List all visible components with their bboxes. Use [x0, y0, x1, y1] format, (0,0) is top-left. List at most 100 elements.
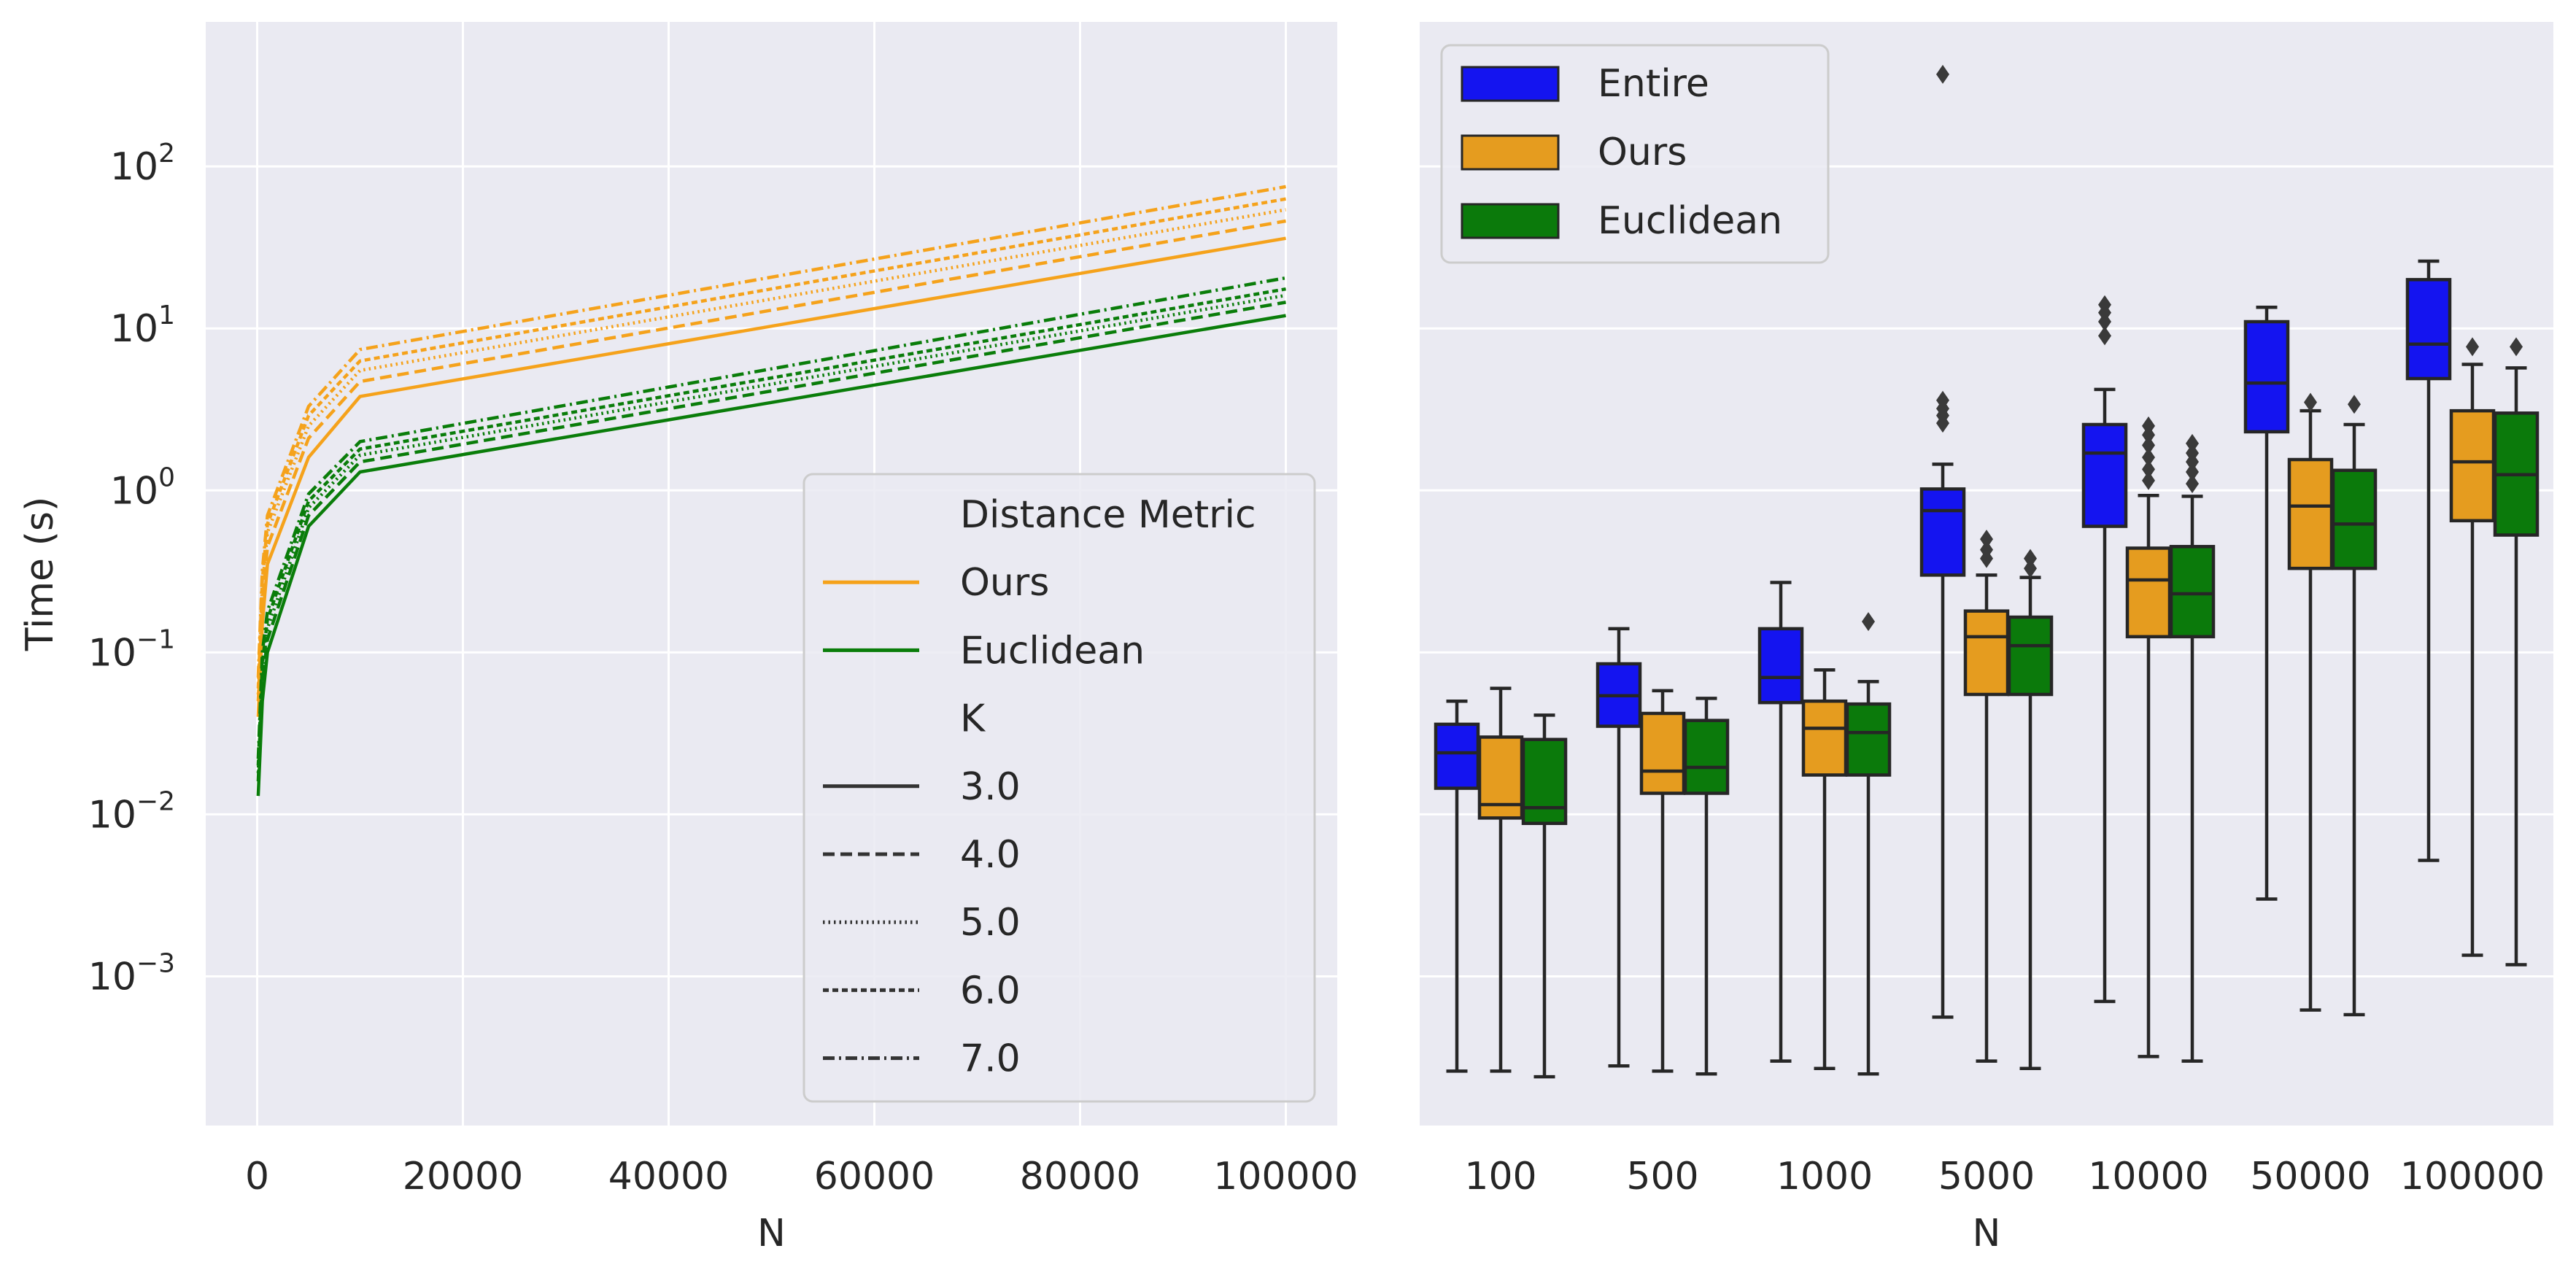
box-euclidean: [2169, 433, 2216, 1063]
box-euclidean: [2007, 549, 2054, 1071]
box-body: [2169, 545, 2216, 639]
line-chart-panel: 0 20000 40000 60000 80000 100000 10−3 10−2 10−1 1…: [18, 22, 1358, 1255]
legend-label: Euclidean: [960, 629, 1145, 673]
box-body: [1683, 719, 1730, 795]
x-axis-label: N: [1973, 1212, 2001, 1255]
x-tick-label: 100000: [2400, 1155, 2545, 1198]
outlier-marker: [1980, 540, 1993, 559]
box-euclidean: [1845, 612, 1892, 1076]
outlier-marker: [1936, 64, 1949, 84]
series-line: [256, 276, 1286, 759]
box-ours: [1963, 530, 2010, 1063]
outlier-marker: [2510, 337, 2523, 357]
y-tick-label: 100: [110, 462, 175, 513]
box-entire: [1596, 627, 1642, 1068]
y-tick-label: 10−1: [88, 624, 175, 675]
box-body: [2081, 422, 2128, 528]
outlier-marker: [2186, 444, 2199, 463]
outlier-marker: [1936, 390, 1949, 410]
y-axis-label: Time (s): [18, 497, 62, 651]
box-body: [1521, 737, 1568, 826]
legend-label: 3.0: [960, 765, 1021, 809]
series-line: [256, 197, 1286, 689]
box-euclidean: [2493, 337, 2540, 967]
x-tick-label: 40000: [608, 1155, 729, 1198]
outlier-marker: [2142, 470, 2155, 490]
box-euclidean: [2331, 395, 2378, 1017]
legend-frame: [802, 473, 1316, 1103]
box-ours: [1639, 689, 1686, 1073]
outlier-marker: [2348, 395, 2361, 414]
legend-label: 6.0: [960, 969, 1021, 1012]
legend: Distance Metric Ours Euclidean K 3.0 4.0 5.0 6.…: [802, 473, 1316, 1103]
box-plot-panel: 100 500 1000 5000 10000 50000 100000 N Entire Our…: [1420, 22, 2553, 1255]
outlier-marker: [1862, 612, 1875, 632]
legend-label: Ours: [960, 561, 1049, 605]
outlier-marker: [2186, 474, 2199, 494]
y-tick-label: 101: [110, 301, 175, 351]
box-entire: [1757, 581, 1804, 1063]
box-body: [1639, 711, 1686, 795]
box-entire: [2081, 295, 2128, 1004]
outlier-marker: [2142, 416, 2155, 435]
series-line: [256, 185, 1286, 678]
legend-label: Entire: [1598, 62, 1709, 106]
box-body: [2449, 408, 2496, 523]
x-tick-label: 10000: [2088, 1155, 2208, 1198]
box-ours: [1477, 686, 1524, 1073]
box-entire: [2243, 305, 2290, 901]
outlier-marker: [2142, 460, 2155, 479]
x-tick-label: 50000: [2250, 1155, 2370, 1198]
box-body: [1757, 627, 1804, 705]
x-tick-label: 100000: [1213, 1155, 1358, 1198]
box-body: [1434, 722, 1480, 790]
outlier-marker: [2186, 462, 2199, 481]
y-tick-label: 102: [110, 139, 175, 189]
box-body: [1801, 699, 1848, 777]
outlier-marker: [2304, 392, 2317, 412]
box-body: [1845, 702, 1892, 777]
legend-label: Ours: [1598, 131, 1687, 174]
outlier-marker: [2142, 435, 2155, 455]
box-euclidean: [1683, 697, 1730, 1076]
x-tick-label: 500: [1626, 1155, 1698, 1198]
legend: Entire Ours Euclidean: [1440, 44, 1830, 264]
series-lines: [256, 185, 1286, 797]
legend-label: 7.0: [960, 1037, 1021, 1081]
box-ours: [2449, 337, 2496, 957]
x-tick-label: 5000: [1938, 1155, 2035, 1198]
box-body: [2125, 546, 2172, 639]
box-body: [2007, 615, 2054, 697]
boxes: [1434, 64, 2540, 1079]
box-ours: [1801, 668, 1848, 1071]
box-euclidean: [1521, 713, 1568, 1079]
box-body: [1919, 487, 1966, 577]
box-entire: [1919, 64, 1966, 1019]
y-tick-label: 10−2: [88, 786, 175, 837]
x-tick-label: 60000: [814, 1155, 935, 1198]
legend-swatch: [1461, 66, 1560, 102]
legend-label: Euclidean: [1598, 199, 1782, 243]
outlier-marker: [2024, 549, 2037, 568]
legend-title: K: [960, 697, 986, 741]
x-tick-label: 1000: [1776, 1155, 1873, 1198]
box-entire: [1434, 699, 1480, 1073]
box-body: [2243, 320, 2290, 434]
box-entire: [2405, 259, 2452, 862]
legend-swatch: [1461, 134, 1560, 171]
outlier-marker: [2142, 447, 2155, 467]
x-tick-label: 0: [245, 1155, 269, 1198]
box-body: [2405, 278, 2452, 381]
outlier-marker: [1980, 530, 1993, 549]
box-body: [1963, 609, 2010, 697]
box-body: [2331, 468, 2378, 570]
x-tick-label: 80000: [1020, 1155, 1140, 1198]
x-tick-label: 20000: [403, 1155, 523, 1198]
outlier-marker: [2024, 559, 2037, 578]
y-tick-label: 10−3: [88, 949, 175, 999]
x-axis-label: N: [757, 1212, 786, 1255]
legend-label: 5.0: [960, 901, 1021, 945]
legend-swatch: [1461, 203, 1560, 239]
outlier-marker: [2466, 337, 2479, 357]
